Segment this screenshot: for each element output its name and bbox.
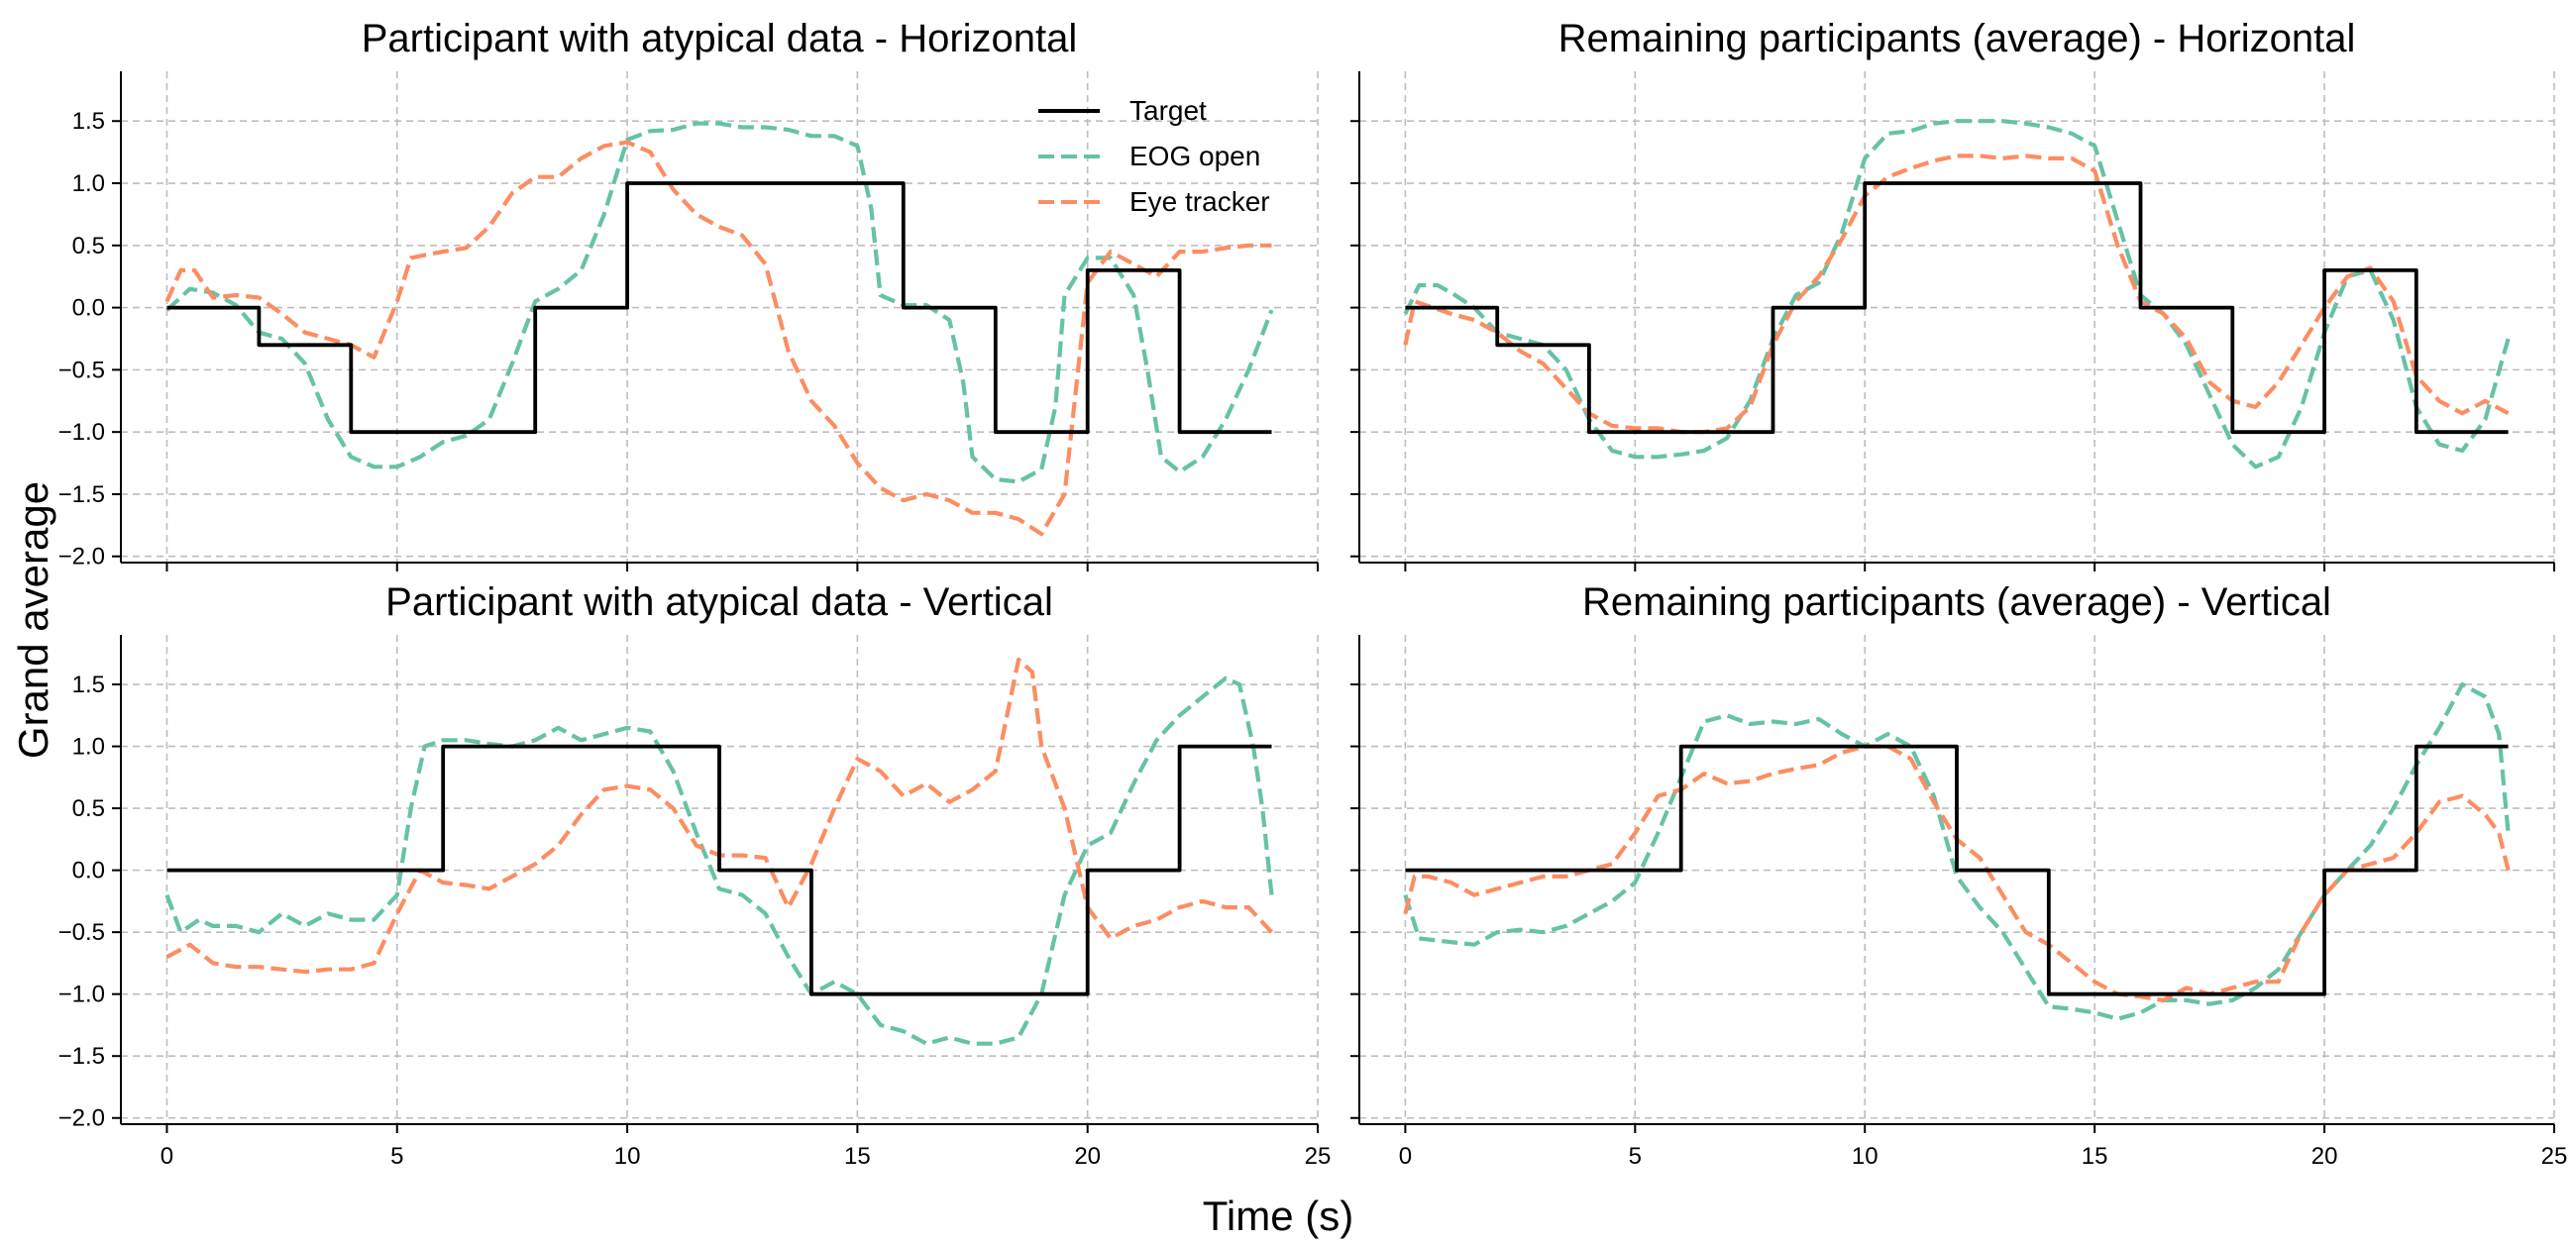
- series-line-eye-tracker: [1403, 154, 2510, 435]
- x-tick-label: 15: [2082, 1143, 2108, 1170]
- y-tick-label: −2.0: [58, 544, 105, 571]
- y-tick-label: −1.0: [58, 419, 105, 446]
- x-tick-label: 5: [1629, 1143, 1642, 1170]
- legend-label-target: Target: [1129, 95, 1207, 126]
- y-tick-label: 1.5: [72, 108, 105, 135]
- series-line-eog-open: [164, 675, 1274, 1046]
- panel-2: Remaining participants (average) - Horiz…: [1350, 17, 2555, 571]
- y-tick-label: 0.0: [72, 858, 105, 884]
- y-tick-label: 1.5: [72, 672, 105, 698]
- x-tick-label: 10: [1852, 1143, 1878, 1170]
- x-tick-label: 5: [390, 1143, 403, 1170]
- x-tick-label: 25: [1305, 1143, 1332, 1170]
- x-tick-label: 20: [2311, 1143, 2338, 1170]
- x-axis-label: Time (s): [1203, 1193, 1353, 1239]
- x-tick-label: 15: [844, 1143, 871, 1170]
- x-tick-label: 10: [614, 1143, 641, 1170]
- series-line-target: [1405, 744, 2509, 996]
- y-tick-label: −2.0: [58, 1105, 105, 1132]
- x-tick-label: 0: [161, 1143, 173, 1170]
- legend: Target EOG open Eye tracker: [1038, 95, 1270, 217]
- y-tick-label: −0.5: [58, 919, 105, 946]
- y-tick-label: 1.0: [72, 170, 105, 197]
- series-line-target: [166, 744, 1272, 996]
- y-tick-label: 0.0: [72, 295, 105, 322]
- x-tick-label: 0: [1399, 1143, 1412, 1170]
- legend-label-eye-tracker: Eye tracker: [1129, 186, 1270, 217]
- series-line-eog-open: [1403, 119, 2511, 469]
- x-tick-label: 25: [2541, 1143, 2568, 1170]
- y-tick-label: −1.5: [58, 1043, 105, 1070]
- y-tick-label: −0.5: [58, 357, 105, 383]
- y-tick-label: 1.0: [72, 734, 105, 761]
- legend-label-eog-open: EOG open: [1129, 141, 1260, 171]
- series-line-eye-tracker: [164, 140, 1272, 537]
- series-line-target: [1405, 181, 2509, 435]
- y-tick-label: −1.5: [58, 481, 105, 508]
- panel-4: Remaining participants (average) - Verti…: [1350, 580, 2567, 1170]
- panel-title: Participant with atypical data - Vertica…: [385, 580, 1053, 624]
- panel-3: Participant with atypical data - Vertica…: [58, 580, 1332, 1170]
- y-axis-label: Grand average: [10, 481, 56, 759]
- y-tick-label: 0.5: [72, 233, 105, 260]
- panel-1: Participant with atypical data - Horizon…: [58, 17, 1319, 571]
- panel-title: Participant with atypical data - Horizon…: [362, 17, 1078, 60]
- panel-title: Remaining participants (average) - Verti…: [1582, 580, 2331, 624]
- y-tick-label: 0.5: [72, 795, 105, 822]
- series-line-target: [166, 181, 1272, 435]
- series-line-eye-tracker: [165, 657, 1274, 975]
- series-line-eog-open: [165, 121, 1274, 484]
- x-tick-label: 20: [1074, 1143, 1101, 1170]
- y-tick-label: −1.0: [58, 982, 105, 1008]
- panel-title: Remaining participants (average) - Horiz…: [1558, 17, 2356, 60]
